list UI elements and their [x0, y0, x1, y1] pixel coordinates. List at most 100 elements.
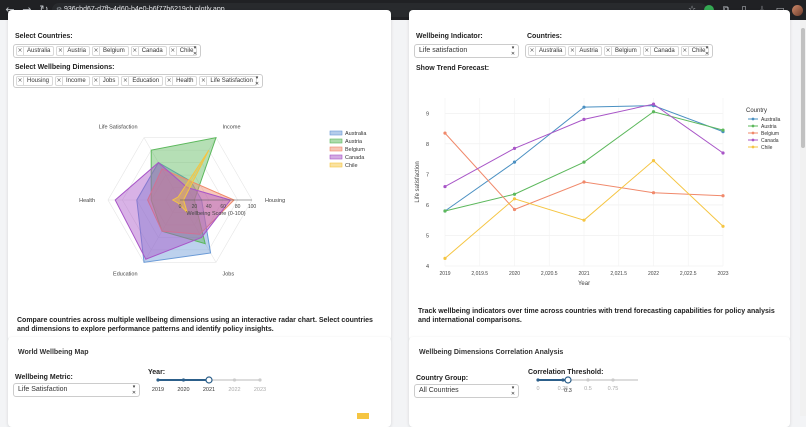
line-point-canada[interactable]: [651, 102, 656, 106]
slider-dot[interactable]: [232, 378, 237, 382]
chip-australia[interactable]: × Australia: [16, 46, 55, 56]
legend-swatch[interactable]: [329, 162, 343, 168]
chip-remove-icon[interactable]: ×: [17, 76, 24, 86]
trend-countries-multiselect[interactable]: × Australia × Austria × Belgium × Canada × Chile ▾…: [525, 44, 713, 58]
multiselect-arrows-icon[interactable]: ▾ ✕: [254, 75, 260, 87]
line-point-canada[interactable]: [582, 117, 586, 121]
countries-multiselect[interactable]: × Australia × Austria × Belgium × Canada × Chile ▾…: [13, 44, 201, 58]
dimensions-multiselect[interactable]: × Housing × Income × Jobs × Education × Health × Li…: [13, 74, 263, 88]
group-select[interactable]: All Countries ▾ ✕: [414, 384, 519, 398]
chip-canada[interactable]: × Canada: [130, 46, 167, 56]
line-point-belgium[interactable]: [582, 180, 586, 184]
line-point-canada[interactable]: [443, 184, 447, 189]
line-point-chile[interactable]: [512, 197, 517, 201]
line-point-chile[interactable]: [651, 159, 656, 163]
line-point-austria[interactable]: [651, 110, 656, 114]
indicator-select[interactable]: Life satisfaction ▾ ✕: [414, 44, 519, 58]
multiselect-arrows-icon[interactable]: ▾ ✕: [192, 45, 198, 57]
year-slider[interactable]: 2019 2020 2021 2022 2023: [148, 375, 268, 397]
legend-swatch[interactable]: [329, 146, 343, 152]
chip-austria[interactable]: × Austria: [56, 46, 91, 56]
legend-label[interactable]: Chile: [345, 163, 358, 169]
threshold-slider[interactable]: 0 0.25 0.5 0.75 0.3: [528, 375, 648, 399]
legend-label[interactable]: Austria: [761, 124, 777, 130]
chip-remove-icon[interactable]: ×: [56, 76, 64, 86]
legend-swatch[interactable]: [329, 154, 343, 160]
chip-remove-icon[interactable]: ×: [200, 76, 208, 86]
chip-education[interactable]: × Education: [121, 76, 164, 86]
radar-area-belgium[interactable]: [147, 168, 235, 235]
slider-handle[interactable]: [564, 376, 572, 384]
slider-dot[interactable]: [181, 378, 186, 382]
line-point-austria[interactable]: [512, 192, 517, 196]
chip-remove-icon[interactable]: ×: [17, 46, 24, 56]
legend-label[interactable]: Chile: [761, 145, 773, 151]
legend-label[interactable]: Belgium: [345, 147, 365, 153]
legend-label[interactable]: Belgium: [761, 131, 779, 137]
slider-dot[interactable]: [586, 378, 590, 382]
chip-remove-icon[interactable]: ×: [166, 76, 174, 86]
chip-australia[interactable]: × Australia: [528, 46, 567, 56]
slider-dot[interactable]: [258, 378, 262, 382]
chip-remove-icon[interactable]: ×: [605, 46, 613, 56]
line-point-belgium[interactable]: [651, 191, 656, 195]
metric-select[interactable]: Life Satisfaction ▾ ✕: [13, 383, 140, 397]
legend-label[interactable]: Canada: [761, 138, 779, 144]
radar-area-chile[interactable]: [171, 149, 210, 213]
line-point-australia[interactable]: [582, 105, 586, 109]
chip-health[interactable]: × Health: [165, 76, 198, 86]
line-point-canada[interactable]: [721, 151, 725, 155]
legend-marker[interactable]: [751, 117, 755, 121]
line-point-austria[interactable]: [721, 128, 725, 132]
line-point-belgium[interactable]: [721, 194, 725, 198]
legend-marker[interactable]: [751, 138, 755, 142]
chip-chile[interactable]: × Chile: [168, 46, 198, 56]
chip-belgium[interactable]: × Belgium: [604, 46, 641, 56]
line-point-belgium[interactable]: [512, 207, 517, 212]
line-point-austria[interactable]: [582, 160, 586, 164]
select-arrows-icon[interactable]: ▾ ✕: [510, 385, 516, 397]
line-point-chile[interactable]: [721, 224, 725, 228]
profile-avatar[interactable]: [792, 4, 803, 16]
slider-dot[interactable]: [156, 378, 160, 382]
line-point-canada[interactable]: [512, 146, 517, 150]
chip-housing[interactable]: × Housing: [16, 76, 54, 86]
slider-dot[interactable]: [561, 378, 565, 382]
legend-label[interactable]: Australia: [345, 131, 367, 137]
chip-jobs[interactable]: × Jobs: [91, 76, 120, 86]
chip-remove-icon[interactable]: ×: [529, 46, 536, 56]
scrollbar-thumb[interactable]: [801, 28, 805, 148]
chip-remove-icon[interactable]: ×: [569, 46, 577, 56]
line-point-belgium[interactable]: [443, 131, 447, 135]
chip-remove-icon[interactable]: ×: [122, 76, 130, 86]
chip-remove-icon[interactable]: ×: [644, 46, 651, 56]
line-point-chile[interactable]: [582, 218, 586, 222]
legend-marker[interactable]: [751, 145, 755, 149]
chip-remove-icon[interactable]: ×: [93, 46, 101, 56]
slider-dot[interactable]: [536, 378, 540, 382]
chip-austria[interactable]: × Austria: [568, 46, 603, 56]
line-point-australia[interactable]: [512, 160, 517, 164]
chip-remove-icon[interactable]: ×: [57, 46, 65, 56]
page-scrollbar[interactable]: [800, 20, 806, 416]
legend-swatch[interactable]: [329, 130, 343, 136]
chip-remove-icon[interactable]: ×: [132, 46, 139, 56]
select-arrows-icon[interactable]: ▾ ✕: [510, 45, 516, 57]
chip-income[interactable]: × Income: [55, 76, 90, 86]
chip-belgium[interactable]: × Belgium: [92, 46, 129, 56]
slider-handle[interactable]: [205, 376, 213, 384]
legend-marker[interactable]: [751, 124, 755, 128]
radar-area-canada[interactable]: [114, 161, 232, 260]
forward-icon[interactable]: →: [20, 3, 34, 17]
legend-label[interactable]: Austria: [345, 139, 363, 145]
back-icon[interactable]: ←: [3, 3, 17, 17]
legend-marker[interactable]: [751, 131, 755, 135]
chip-chile[interactable]: × Chile: [680, 46, 710, 56]
chip-life-satisfaction[interactable]: × Life Satisfaction: [199, 76, 257, 86]
slider-dot[interactable]: [611, 378, 615, 382]
chip-remove-icon[interactable]: ×: [170, 46, 177, 56]
legend-swatch[interactable]: [329, 138, 343, 144]
legend-label[interactable]: Canada: [345, 155, 365, 161]
reload-icon[interactable]: ↻: [37, 3, 51, 17]
line-point-chile[interactable]: [443, 256, 447, 260]
